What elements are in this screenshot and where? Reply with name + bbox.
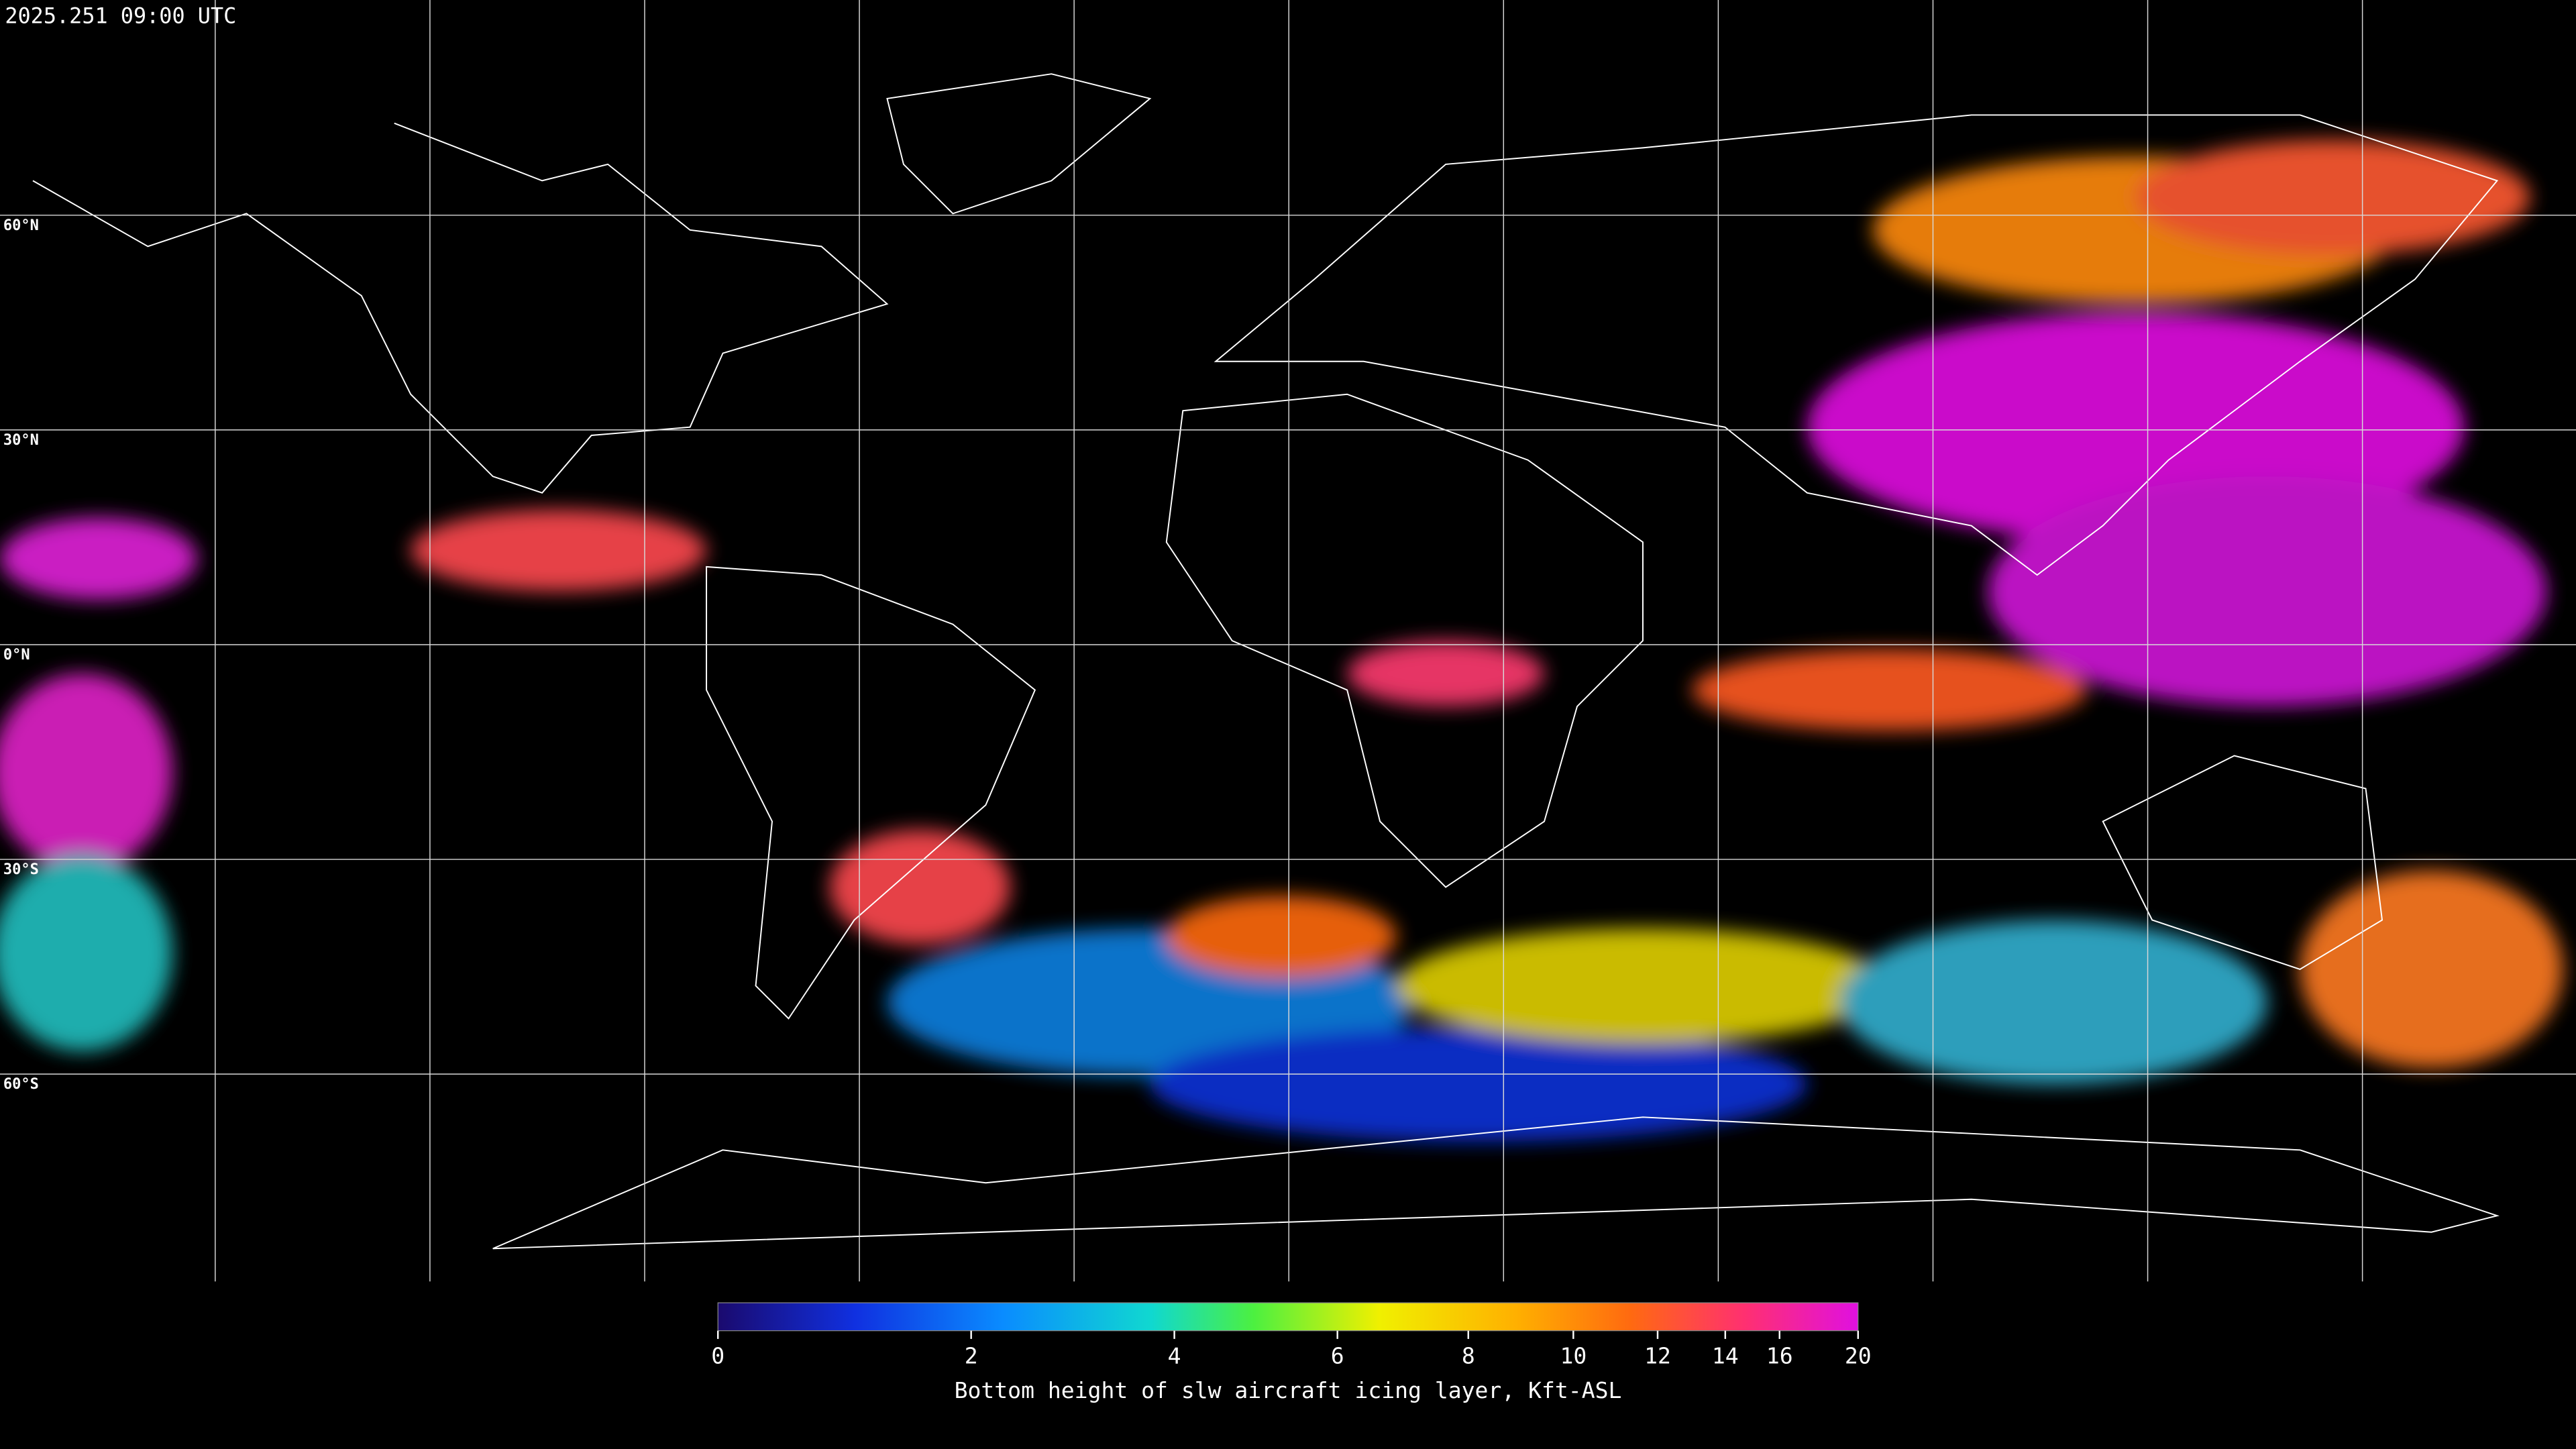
colorbar-tick-label: 8 [1462,1343,1475,1369]
colorbar-tick-label: 20 [1845,1343,1872,1369]
colorbar-tick-label: 10 [1560,1343,1587,1369]
colorbar-tick-label: 12 [1644,1343,1671,1369]
timestamp: 2025.251 09:00 UTC [5,3,236,28]
lat-label: 60°N [3,217,39,234]
graticule [0,0,2576,1282]
colorbar-label: Bottom height of slw aircraft icing laye… [955,1377,1622,1403]
icing-field [0,140,2563,1142]
colorbar-tick-label: 16 [1766,1343,1793,1369]
colorbar-tick-label: 2 [965,1343,978,1369]
colorbar [717,1302,1859,1332]
colorbar-ticks: 0 2 4 6 8 10 12 14 16 20 [711,1330,1872,1369]
colorbar-tick-label: 6 [1331,1343,1344,1369]
colorbar-tick-label: 4 [1168,1343,1181,1369]
lat-label: 0°N [3,647,30,663]
lat-label: 30°S [3,861,39,878]
coastlines [32,73,2500,1250]
colorbar-tick-label: 0 [711,1343,724,1369]
graticule-labels: 60°N 30°N 0°N 30°S 60°S [3,217,39,1093]
lat-label: 30°N [3,432,39,449]
lat-label: 60°S [3,1076,39,1093]
colorbar-tick-label: 14 [1712,1343,1739,1369]
